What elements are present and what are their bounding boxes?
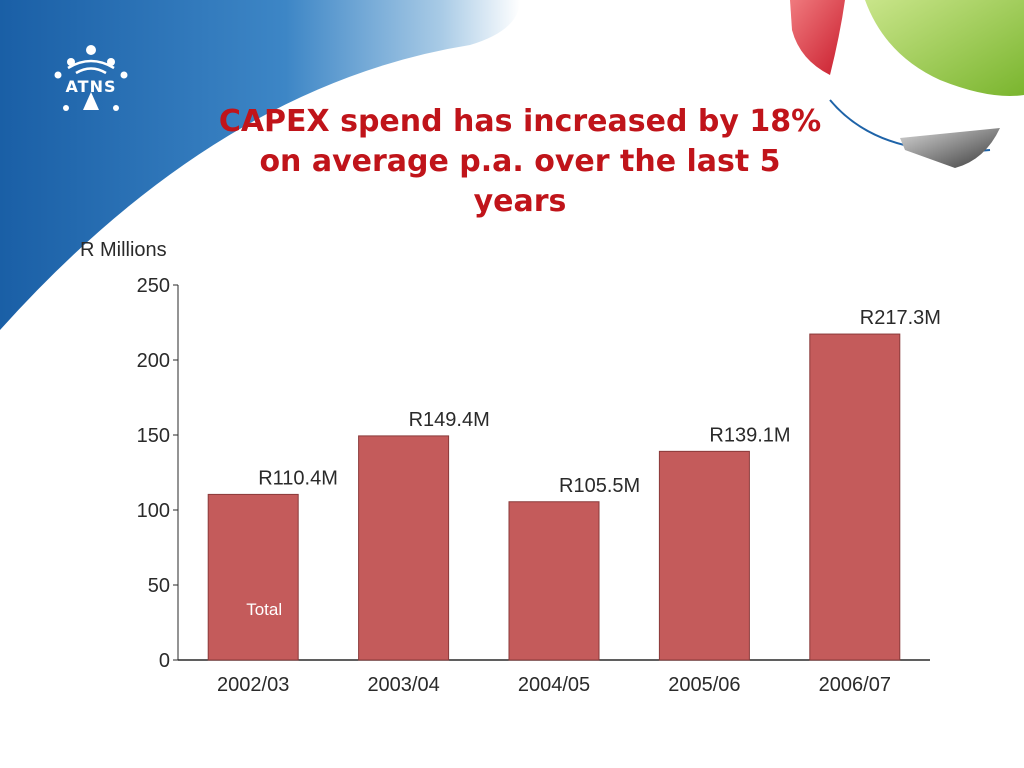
bar-2002-03 [207,493,299,661]
x-tick-label: 2003/04 [367,674,439,696]
x-tick-label: 2005/06 [668,674,740,696]
annotation-total: Total [246,600,282,619]
y-tick-label: 50 [148,575,170,597]
data-label: R110.4M [258,467,338,489]
data-label: R217.3M [860,307,941,329]
slide-title: CAPEX spend has increased by 18% on aver… [218,104,822,219]
y-tick-label: 200 [137,350,170,372]
y-axis-label: R Millions [80,239,167,261]
bar-2003-04 [358,435,450,661]
accent-grey-shape [900,128,1000,168]
logo-text: ATNS [65,77,117,96]
x-tick-label: 2006/07 [819,674,891,696]
y-tick-label: 150 [137,425,170,447]
atns-logo [54,45,128,111]
accent-green-shape [865,0,1024,96]
y-tick-label: 100 [137,500,170,522]
accent-red-shape [790,0,845,75]
bar-2006-07 [809,333,901,661]
header-swoosh [0,0,520,330]
data-label: R139.1M [709,424,790,446]
y-tick-label: 250 [137,275,170,297]
bar-2005-06 [658,450,750,661]
data-label: R149.4M [409,409,490,431]
x-tick-label: 2004/05 [518,674,590,696]
data-label: R105.5M [559,475,640,497]
x-tick-label: 2002/03 [217,674,289,696]
y-tick-label: 0 [159,650,170,672]
bar-2004-05 [508,501,600,661]
